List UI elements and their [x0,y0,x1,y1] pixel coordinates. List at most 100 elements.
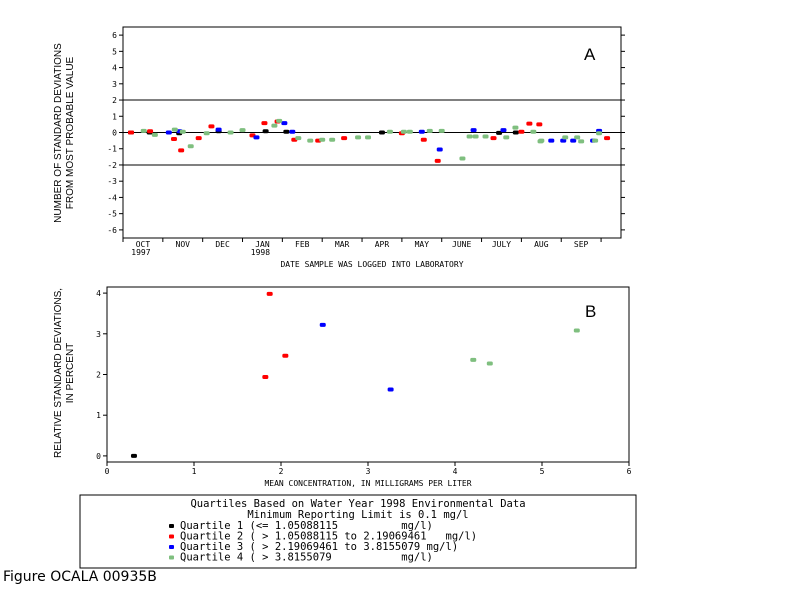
data-point-q1 [130,453,137,458]
panel-b: 0 1 2 3 4 0 1 2 3 4 5 6 B MEAN CONCENTRATION, IN M… [53,286,632,488]
data-point-q4 [179,129,186,134]
data-point-q4 [472,134,479,139]
data-point-q2 [266,291,273,296]
data-point-q4 [538,138,545,143]
legend: Quartiles Based on Water Year 1998 Envir… [79,494,637,569]
month-label: MAY [415,240,430,249]
panel-b-x-label: MEAN CONCENTRATION, IN MILLIGRAMS PER LI… [264,479,471,488]
data-point-q4 [271,123,278,128]
data-point-q2 [490,136,497,141]
data-point-q1 [283,129,290,134]
data-point-q3 [387,387,394,392]
panel-b-frame [106,286,630,463]
data-point-q4 [355,135,362,140]
data-point-q3 [560,138,567,143]
data-point-q2 [282,353,289,358]
data-point-q4 [470,357,477,362]
y-tick-label: 2 [112,96,117,105]
panel-a-letter: A [584,45,596,64]
panel-b-points [130,291,580,458]
data-point-q3 [570,138,577,143]
data-point-q3 [500,128,507,133]
data-point-q1 [262,129,269,134]
data-point-q4 [203,131,210,136]
legend-marker-q1 [169,524,174,528]
data-point-q4 [295,136,302,141]
data-point-q4 [578,139,585,144]
data-point-q2 [147,129,154,134]
data-point-q3 [281,121,288,126]
y-tick-label: -5 [107,210,117,219]
panel-a-y-label: NUMBER OF STANDARD DEVIATIONS FROM MOST … [53,43,76,223]
month-label: APR [375,240,390,249]
data-point-q4 [562,135,569,140]
data-point-q3 [215,127,222,132]
data-point-q1 [496,130,503,135]
data-point-q4 [365,135,372,140]
month-label: AUG [534,240,549,249]
data-point-q1 [378,130,385,135]
y-tick-label: 3 [96,330,101,339]
y-tick-label: 0 [112,129,117,138]
legend-marker-q3 [169,545,174,549]
data-point-q2 [195,136,202,141]
data-point-q4 [486,361,493,366]
data-point-q3 [418,129,425,134]
y-tick-label: 4 [96,289,101,298]
x-tick-label: 1 [192,467,197,476]
data-point-q2 [170,136,177,141]
data-point-q4 [426,128,433,133]
data-point-q4 [459,156,466,161]
data-point-q3 [253,135,260,140]
y-tick-label: 6 [112,31,117,40]
data-point-q4 [400,129,407,134]
x-tick-label: 0 [105,467,110,476]
data-point-q2 [341,136,348,141]
y-tick-label: 4 [112,64,117,73]
legend-title: Quartiles Based on Water Year 1998 Envir… [190,498,525,510]
y-tick-label: 1 [112,112,117,121]
data-point-q4 [596,131,603,136]
panel-b-y-label: RELATIVE STANDARD DEVIATIONS, IN PERCENT [53,288,76,458]
data-point-q2 [261,121,268,126]
data-point-q4 [319,137,326,142]
panel-a-points [127,118,611,163]
panel-b-letter: B [585,302,596,321]
y-tick-label: 1 [96,411,101,420]
data-point-q4 [227,130,234,135]
data-point-q2 [208,124,215,129]
data-point-q4 [512,125,519,130]
data-point-q3 [470,128,477,133]
data-point-q4 [386,129,393,134]
year-label: 1997 [131,248,150,257]
panel-b-y-axis: 0 1 2 3 4 [96,289,107,461]
legend-label-q2: Quartile 2 ( > 1.05088115 to 2.19069461 … [180,531,477,543]
data-point-q4 [574,135,581,140]
legend-marker-q4 [169,555,174,560]
legend-label-q1: Quartile 1 (<= 1.05088115 mg/l) [180,520,433,532]
month-label: FEB [295,240,310,249]
figure-caption: Figure OCALA 00935B [3,569,157,585]
data-point-q2 [434,158,441,163]
data-point-q4 [151,132,158,137]
month-label: MAR [335,240,350,249]
month-label: JAN [255,240,270,249]
year-label: 1998 [251,248,270,257]
data-point-q3 [548,138,555,143]
legend-frame [79,494,637,569]
data-point-q4 [239,128,246,133]
x-tick-label: 6 [627,467,632,476]
data-point-q4 [503,135,510,140]
data-point-q2 [420,137,427,142]
data-point-q4 [573,328,580,333]
y-tick-label: -3 [107,177,117,186]
panel-b-x-axis: 0 1 2 3 4 5 6 [105,462,632,476]
y-tick-label: 2 [96,371,101,380]
month-label: JULY [492,240,511,249]
panel-a-y-label-line2: FROM MOST PROBABLE VALUE [65,56,76,209]
legend-subtitle: Minimum Reporting Limit is 0.1 mg/l [247,509,468,521]
month-label: OCT [136,240,151,249]
